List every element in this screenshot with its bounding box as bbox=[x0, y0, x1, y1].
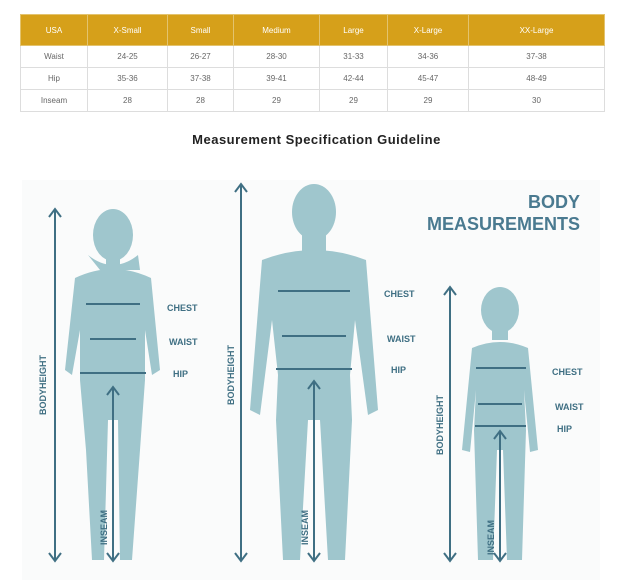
table-row: Waist 24-25 26-27 28-30 31-33 34-36 37-38 bbox=[20, 45, 605, 68]
child-bodyheight-label: BODYHEIGHT bbox=[435, 394, 445, 455]
table-cell: 39-41 bbox=[233, 67, 320, 90]
table-cell: 24-25 bbox=[87, 45, 168, 68]
heading-measurements: MEASUREMENTS bbox=[427, 214, 580, 234]
heading-body: BODY bbox=[528, 192, 580, 212]
table-cell: 31-33 bbox=[319, 45, 388, 68]
page-title: Measurement Specification Guideline bbox=[192, 132, 441, 147]
table-cell: 28-30 bbox=[233, 45, 320, 68]
table-cell: 28 bbox=[167, 89, 234, 112]
woman-bodyheight-label: BODYHEIGHT bbox=[38, 354, 48, 415]
header-cell: Small bbox=[167, 14, 234, 46]
table-cell: 30 bbox=[468, 89, 605, 112]
row-label: Hip bbox=[20, 67, 88, 90]
table-row: Inseam 28 28 29 29 29 30 bbox=[20, 89, 605, 112]
table-cell: 34-36 bbox=[387, 45, 469, 68]
woman-waist-label: WAIST bbox=[169, 337, 198, 347]
row-label: Inseam bbox=[20, 89, 88, 112]
man-inseam-label: INSEAM bbox=[300, 510, 310, 545]
body-measurements-illustration: BODY MEASUREMENTS CHEST WAIST HIP CHEST … bbox=[22, 180, 600, 580]
table-cell: 48-49 bbox=[468, 67, 605, 90]
table-cell: 42-44 bbox=[319, 67, 388, 90]
man-chest-label: CHEST bbox=[384, 289, 415, 299]
header-cell: USA bbox=[20, 14, 88, 46]
table-cell: 45-47 bbox=[387, 67, 469, 90]
measurement-lines bbox=[48, 182, 526, 563]
woman-chest-label: CHEST bbox=[167, 303, 198, 313]
table-cell: 37-38 bbox=[468, 45, 605, 68]
header-cell: Medium bbox=[233, 14, 320, 46]
table-header-row: USA X-Small Small Medium Large X-Large X… bbox=[20, 14, 605, 46]
table-cell: 29 bbox=[387, 89, 469, 112]
table-cell: 29 bbox=[319, 89, 388, 112]
header-cell: XX-Large bbox=[468, 14, 605, 46]
child-waist-label: WAIST bbox=[555, 402, 584, 412]
header-cell: X-Large bbox=[387, 14, 469, 46]
table-cell: 26-27 bbox=[167, 45, 234, 68]
child-figure bbox=[462, 287, 538, 560]
table-cell: 28 bbox=[87, 89, 168, 112]
child-hip-label: HIP bbox=[557, 424, 572, 434]
row-label: Waist bbox=[20, 45, 88, 68]
woman-hip-label: HIP bbox=[173, 369, 188, 379]
table-row: Hip 35-36 37-38 39-41 42-44 45-47 48-49 bbox=[20, 67, 605, 90]
child-chest-label: CHEST bbox=[552, 367, 583, 377]
table-cell: 37-38 bbox=[167, 67, 234, 90]
table-cell: 35-36 bbox=[87, 67, 168, 90]
size-chart-table: USA X-Small Small Medium Large X-Large X… bbox=[20, 14, 605, 112]
woman-inseam-label: INSEAM bbox=[99, 510, 109, 545]
header-cell: X-Small bbox=[87, 14, 168, 46]
man-hip-label: HIP bbox=[391, 365, 406, 375]
child-inseam-label: INSEAM bbox=[486, 520, 496, 555]
man-bodyheight-label: BODYHEIGHT bbox=[226, 344, 236, 405]
table-cell: 29 bbox=[233, 89, 320, 112]
man-waist-label: WAIST bbox=[387, 334, 416, 344]
header-cell: Large bbox=[319, 14, 388, 46]
